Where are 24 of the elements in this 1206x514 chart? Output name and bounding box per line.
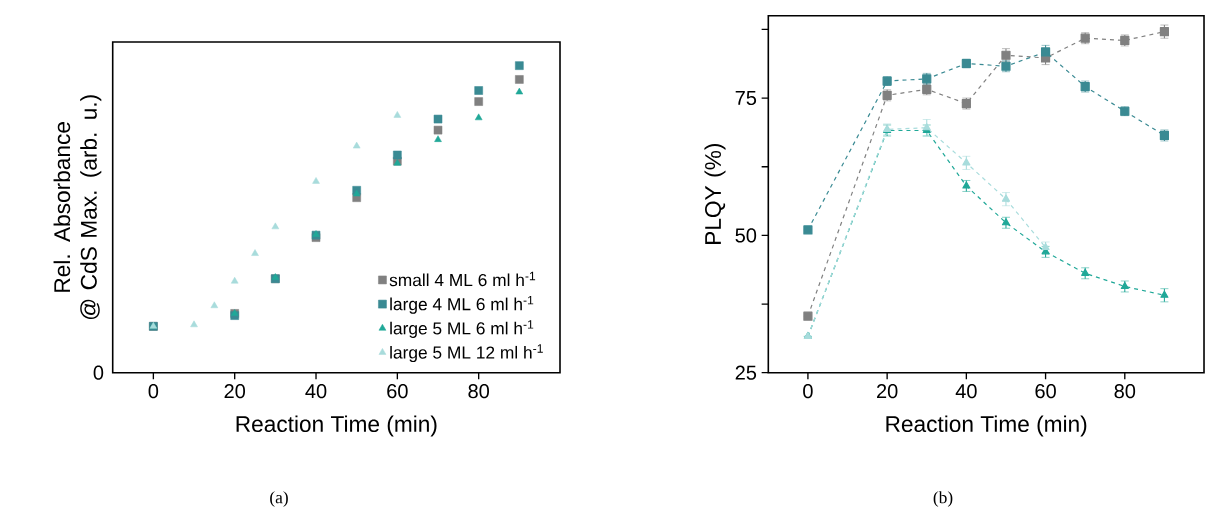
x-tick-label: 40 [305,384,327,399]
x-tick-label: 20 [224,384,246,399]
legend-label: large 5 ML 6 ml h$^{-1}$ [390,320,534,338]
text: (a) [270,491,288,507]
legend-label: large 4 ML 6 ml h$^{-1}$ [390,296,534,314]
x-tick-label: 60 [387,384,408,399]
text: 0 [93,365,104,380]
x-tick-label: 60 [1035,384,1056,399]
legend-label: large 5 ML 12 ml h$^{-1}$ [390,344,543,363]
x-tick-label: 80 [1114,384,1136,399]
x-axis-title: Reaction Time (min) [236,415,437,437]
x-tick-label: 80 [468,384,489,399]
x-axis-title: Reaction Time (min) [886,415,1087,437]
x-tick-label: 20 [877,384,898,399]
x-tick-label: 40 [955,384,977,399]
y-tick-label: 50 [735,228,757,243]
y-axis-title: PLQY (%) [704,143,726,244]
x-tick-label: 0 [803,384,813,399]
y-tick-label: 75 [735,91,757,106]
y-tick-label: 25 [735,365,757,380]
x-tick-label: 0 [148,384,159,399]
y-axis-title: Rel. Absorbance @ CdS Max. (arb. u.) [53,95,102,320]
text: (b) [933,491,953,507]
legend-label: small 4 ML 6 ml h$^{-1}$ [389,271,536,287]
